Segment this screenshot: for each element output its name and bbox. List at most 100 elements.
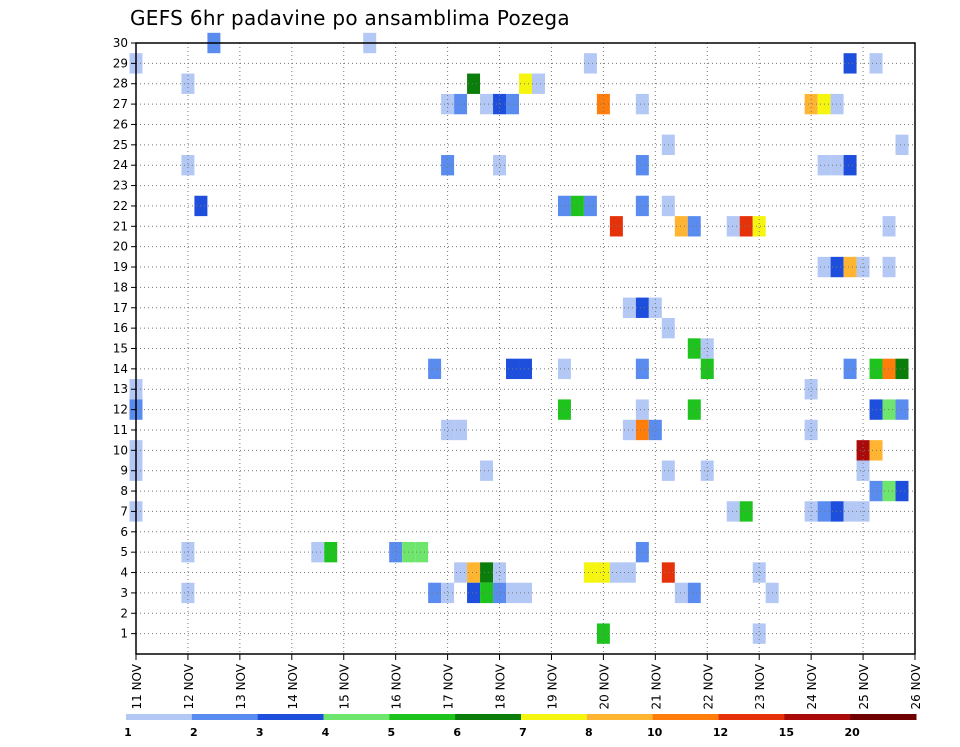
heatmap-cell [493, 562, 507, 583]
y-tick-label: 5 [120, 545, 128, 559]
heatmap-cell [700, 460, 714, 481]
colorbar-segment [718, 714, 785, 720]
y-tick-label: 27 [113, 97, 128, 111]
x-tick-label: 24 NOV [805, 663, 819, 709]
heatmap-cell [181, 155, 195, 176]
heatmap-cell [531, 73, 545, 94]
heatmap-cell [415, 541, 429, 563]
colorbar-segment [257, 714, 324, 720]
heatmap-cell [700, 358, 714, 380]
colorbar-label: 1 [124, 726, 132, 739]
colorbar-label: 6 [453, 726, 461, 739]
x-tick-label: 19 NOV [545, 663, 559, 709]
heatmap-cell [856, 440, 870, 461]
heatmap-cell [687, 216, 701, 237]
y-tick-label: 1 [120, 627, 128, 641]
heatmap-cell [181, 582, 195, 604]
x-tick-label: 17 NOV [442, 663, 456, 709]
heatmap-cell [895, 480, 909, 502]
heatmap-cell [674, 582, 688, 604]
colorbar-segment [652, 714, 719, 720]
colorbar-segment [784, 714, 851, 720]
heatmap-cell [687, 582, 701, 604]
heatmap-cell [804, 419, 818, 441]
heatmap-cell [830, 155, 844, 176]
y-tick-label: 13 [113, 382, 128, 396]
heatmap-cell [752, 216, 766, 237]
x-tick-label: 15 NOV [338, 663, 352, 709]
heatmap-cell [687, 338, 701, 359]
heatmap-cell [804, 379, 818, 400]
heatmap-cell [843, 155, 857, 176]
colorbar-segment [521, 714, 588, 720]
heatmap-cell [441, 582, 455, 604]
heatmap-cell [181, 541, 195, 563]
colorbar-segment [850, 714, 917, 720]
heatmap-cell [882, 358, 896, 380]
heatmap-cell [519, 358, 532, 380]
heatmap-cell [622, 562, 636, 583]
y-tick-label: 7 [120, 504, 128, 518]
y-tick-label: 14 [113, 362, 128, 376]
heatmap-cell [583, 195, 597, 217]
heatmap-cell [467, 582, 481, 604]
heatmap-cell [674, 216, 688, 237]
heatmap-cell [882, 399, 896, 420]
heatmap-cell [843, 256, 857, 278]
colorbar-label: 5 [388, 726, 396, 739]
x-tick-label: 13 NOV [234, 663, 248, 709]
heatmap-cell [856, 460, 870, 481]
y-tick-label: 15 [113, 342, 128, 356]
heatmap-cell [441, 419, 455, 441]
x-tick-label: 20 NOV [597, 663, 611, 709]
heatmap-cell [596, 623, 610, 644]
heatmap-cell [480, 582, 494, 604]
colorbar-segment [455, 714, 522, 720]
heatmap-cell [480, 460, 494, 481]
heatmap-cell [596, 562, 610, 583]
heatmap-cell [895, 399, 909, 420]
colorbar-segment [191, 714, 259, 720]
colorbar-label: 12 [713, 726, 728, 739]
heatmap-cell [843, 358, 857, 380]
y-tick-label: 9 [120, 464, 128, 478]
y-tick-label: 3 [120, 586, 128, 600]
heatmap-cell [843, 53, 857, 74]
heatmap-cell [622, 419, 636, 441]
heatmap-cell [895, 134, 909, 156]
colorbar-label: 20 [845, 726, 861, 739]
x-tick-label: 12 NOV [182, 663, 196, 709]
heatmap-cell [700, 338, 714, 359]
heatmap-cell [739, 501, 753, 522]
heatmap-cell [519, 73, 532, 94]
colorbar-label: 10 [647, 726, 663, 739]
colorbar-segment [389, 714, 456, 720]
heatmap-cell [635, 399, 649, 420]
x-tick-label: 22 NOV [701, 663, 715, 709]
heatmap-cell [648, 419, 662, 441]
y-tick-label: 18 [113, 280, 128, 294]
heatmap-cell [622, 297, 636, 318]
y-tick-label: 21 [113, 219, 128, 233]
heatmap-cell [311, 541, 325, 563]
colorbar-segment [586, 714, 654, 720]
x-tick-label: 11 NOV [130, 663, 144, 709]
x-tick-label: 21 NOV [649, 663, 663, 709]
colorbar-segment [126, 714, 193, 720]
y-tick-label: 17 [113, 301, 128, 315]
heatmap-cell [467, 73, 481, 94]
heatmap-cell [324, 541, 338, 563]
heatmap-cell [882, 216, 896, 237]
heatmap-cell [882, 480, 896, 502]
heatmap-cell [428, 358, 442, 380]
colorbar-label: 8 [585, 726, 593, 739]
heatmap-cell [635, 419, 649, 441]
x-tick-label: 18 NOV [494, 663, 508, 709]
heatmap-cell [895, 358, 909, 380]
heatmap-cell [441, 155, 455, 176]
heatmap-cell [493, 155, 507, 176]
y-tick-label: 28 [113, 77, 128, 91]
heatmap-cell [596, 93, 610, 115]
